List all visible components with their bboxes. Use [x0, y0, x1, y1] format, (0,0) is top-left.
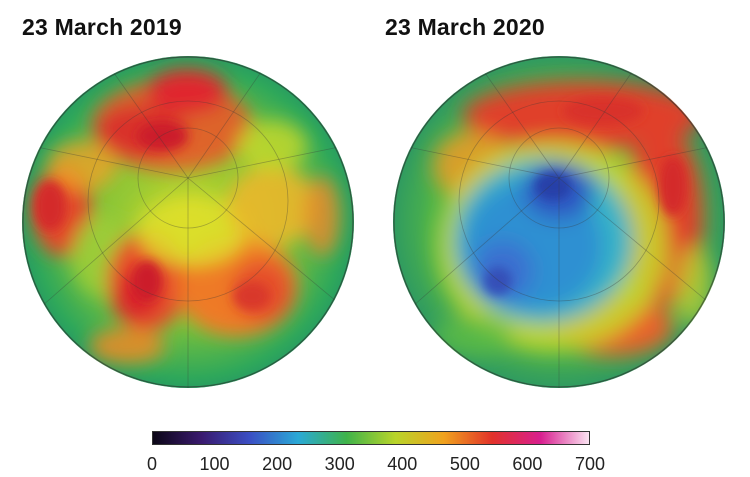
- colorbar-tick-label: 700: [574, 454, 606, 474]
- colorbar-tick-label: 600: [512, 454, 543, 474]
- colorbar-ticks: 0 100 200 300 400 500 600 700: [147, 454, 605, 474]
- colorbar-tick-label: 300: [324, 454, 355, 474]
- colorbar-tick-label: 0: [146, 454, 158, 474]
- colorbar-tick-label: 200: [262, 454, 293, 474]
- panel-title-2020: 23 March 2020: [385, 14, 545, 40]
- colorbar-tick-label: 100: [199, 454, 230, 474]
- colorbar-legend: [152, 431, 590, 445]
- colorbar-tick-label: 500: [449, 454, 480, 474]
- colorbar-gradient: [152, 431, 590, 445]
- ozone-map-2019: [22, 56, 354, 388]
- panel-title-2019: 23 March 2019: [22, 14, 182, 40]
- colorbar-tick-label: 400: [387, 454, 418, 474]
- ozone-map-2020: [393, 56, 725, 388]
